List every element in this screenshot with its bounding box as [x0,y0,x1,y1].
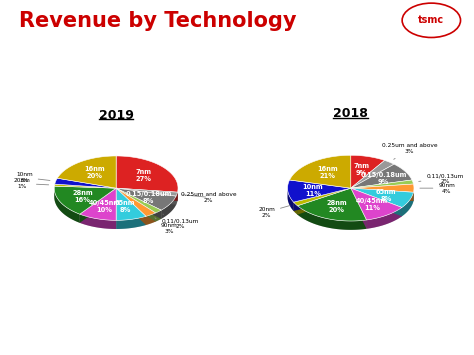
Polygon shape [80,214,116,229]
Polygon shape [297,188,351,215]
Text: 90nm
4%: 90nm 4% [420,183,455,193]
Text: 28nm
20%: 28nm 20% [327,200,347,213]
Text: tsmc: tsmc [418,15,445,25]
Text: 5: 5 [235,342,239,348]
Polygon shape [293,188,351,211]
Text: © 2020 TSMC, Ltd: © 2020 TSMC, Ltd [5,342,62,347]
Polygon shape [351,188,366,229]
Polygon shape [116,188,155,222]
Polygon shape [351,188,413,201]
Polygon shape [413,188,414,201]
Text: 90nm
3%: 90nm 3% [155,218,177,234]
Text: 10nm
11%: 10nm 11% [302,184,323,197]
Polygon shape [161,196,176,219]
Polygon shape [80,188,116,223]
Polygon shape [351,188,402,216]
Polygon shape [351,184,414,192]
Polygon shape [351,188,413,207]
Polygon shape [116,188,178,201]
Polygon shape [290,155,351,188]
Text: 20nm
2%: 20nm 2% [258,206,290,218]
Polygon shape [351,155,384,188]
Polygon shape [116,188,178,201]
Polygon shape [293,188,351,211]
Polygon shape [146,213,155,225]
Polygon shape [402,192,413,216]
Polygon shape [54,188,80,223]
Polygon shape [351,188,402,216]
Text: 0.11/0.13um
2%: 0.11/0.13um 2% [162,214,199,229]
Polygon shape [116,188,176,210]
Polygon shape [288,164,414,230]
Text: 65nm
8%: 65nm 8% [376,189,396,202]
Text: 16nm
21%: 16nm 21% [317,166,338,179]
Text: 2019: 2019 [99,109,134,122]
Polygon shape [116,156,178,192]
Polygon shape [297,206,366,230]
Polygon shape [116,188,161,219]
Polygon shape [116,188,155,216]
Text: 0.11/0.13um
2%: 0.11/0.13um 2% [419,173,464,184]
Text: TSMC Property: TSMC Property [423,342,469,347]
Polygon shape [116,188,161,219]
Text: 7nm
27%: 7nm 27% [136,169,152,182]
Text: 40/45nm
11%: 40/45nm 11% [356,198,388,211]
Polygon shape [297,188,351,215]
Polygon shape [297,188,366,221]
Text: 16nm
20%: 16nm 20% [84,166,105,179]
Polygon shape [351,160,394,188]
Polygon shape [351,188,402,220]
Polygon shape [176,192,178,205]
Polygon shape [116,188,146,225]
Text: 10nm
3%: 10nm 3% [16,172,50,183]
Polygon shape [288,189,293,211]
Polygon shape [80,188,116,220]
Text: Revenue by Technology: Revenue by Technology [19,11,296,31]
Text: 0.15/0.18um
9%: 0.15/0.18um 9% [360,171,407,185]
Text: 0.25um and above
3%: 0.25um and above 3% [382,143,438,159]
Polygon shape [80,188,116,223]
Polygon shape [351,188,366,229]
Polygon shape [54,165,178,229]
Polygon shape [116,188,155,222]
Polygon shape [351,188,413,201]
Text: 2018: 2018 [333,107,368,120]
Text: 0.15/0.18um
8%: 0.15/0.18um 8% [126,191,172,204]
Polygon shape [116,188,176,205]
Polygon shape [55,178,116,188]
Text: 28nm
16%: 28nm 16% [72,190,93,203]
Polygon shape [57,156,116,188]
Polygon shape [351,180,413,188]
Polygon shape [116,188,176,205]
Text: 20nm
1%: 20nm 1% [14,178,49,189]
Polygon shape [288,180,351,202]
Polygon shape [293,188,351,206]
Polygon shape [116,188,146,220]
Text: 40/45nm
10%: 40/45nm 10% [89,200,121,213]
Polygon shape [116,188,178,196]
Polygon shape [55,184,116,188]
Polygon shape [116,188,146,225]
Polygon shape [155,210,161,222]
Polygon shape [366,207,402,229]
Polygon shape [351,164,412,188]
Polygon shape [54,186,116,214]
Text: 7nm
9%: 7nm 9% [353,163,369,176]
Polygon shape [116,188,161,213]
Polygon shape [116,216,146,229]
Text: 65nm
8%: 65nm 8% [115,200,136,213]
Text: 0.25um and above
2%: 0.25um and above 2% [181,192,237,203]
Polygon shape [293,202,297,215]
